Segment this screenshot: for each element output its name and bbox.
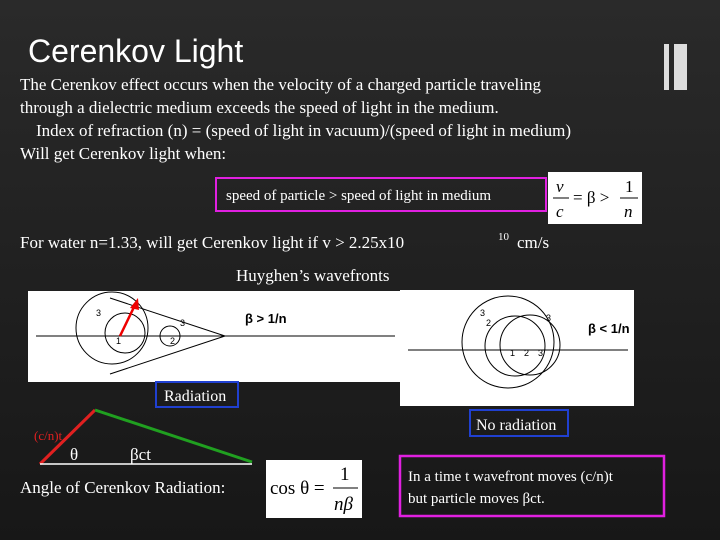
wavefront <box>461 295 555 389</box>
condition-text: speed of particle > speed of light in me… <box>226 188 491 204</box>
water-text: For water n=1.33, will get Cerenkov ligh… <box>20 233 404 252</box>
body-line: The Cerenkov effect occurs when the velo… <box>20 75 541 94</box>
diagram-right <box>400 290 634 406</box>
angle-formula-part: cos θ = <box>270 478 325 499</box>
note-line: but particle moves βct. <box>408 491 545 507</box>
angle-text: Angle of Cerenkov Radiation: <box>20 478 225 497</box>
triangle-side <box>38 408 97 466</box>
accent-bar <box>674 44 687 90</box>
radiation-box <box>155 381 239 408</box>
diagram-number: 1 <box>510 348 515 358</box>
angle-formula-part: 1 <box>340 464 350 485</box>
formula-part: v <box>556 177 564 196</box>
diagram-label: β > 1/n <box>245 311 287 326</box>
arrowhead <box>130 298 139 310</box>
no-radiation-box <box>469 409 569 437</box>
title: Cerenkov Light <box>28 33 243 69</box>
diagram-number: 3 <box>538 348 543 358</box>
angle-formula-part: nβ <box>334 494 354 515</box>
formula-part: 1 <box>625 177 634 196</box>
diagram-number: 3 <box>546 313 551 323</box>
formula-part: n <box>624 202 633 221</box>
formula-part: c <box>556 202 564 221</box>
wavefronts-label: Huyghen’s wavefronts <box>236 266 389 285</box>
diagram-number: 3 <box>180 318 185 328</box>
diagram-number: 2 <box>170 336 175 346</box>
note-line: In a time t wavefront moves (c/n)t <box>408 469 614 485</box>
wavefront <box>75 291 149 365</box>
cone-edge <box>109 335 226 375</box>
diagram-number: 2 <box>486 318 491 328</box>
body-line: through a dielectric medium exceeds the … <box>20 98 499 117</box>
no-radiation-label: No radiation <box>476 417 556 434</box>
diagram-label: β < 1/n <box>588 321 630 336</box>
wavefront <box>499 314 561 376</box>
diagram-number: 1 <box>116 336 121 346</box>
triangle-side-label: (c/n)t <box>34 428 63 443</box>
diagram-number: 3 <box>96 308 101 318</box>
formula-part: = β > <box>573 188 609 207</box>
wavefront <box>484 315 546 377</box>
triangle-side <box>94 408 253 464</box>
body-line: Will get Cerenkov light when: <box>20 144 226 163</box>
radiation-label: Radiation <box>164 388 226 405</box>
diagram-number: 3 <box>480 308 485 318</box>
body-line: Index of refraction (n) = (speed of ligh… <box>36 121 571 140</box>
water-exponent: 10 <box>498 231 510 243</box>
triangle-base-label: βct <box>130 445 151 464</box>
condition-box <box>215 177 547 212</box>
water-unit: cm/s <box>517 233 549 252</box>
wavefront <box>104 312 146 354</box>
note-box <box>398 454 666 518</box>
triangle-angle-label: θ <box>70 445 78 464</box>
diagram-number: 2 <box>524 348 529 358</box>
accent-bar <box>664 44 669 90</box>
wavefront <box>159 325 181 347</box>
arrow <box>118 304 137 337</box>
cone-edge <box>109 297 226 337</box>
angle-formula-box <box>266 460 362 518</box>
